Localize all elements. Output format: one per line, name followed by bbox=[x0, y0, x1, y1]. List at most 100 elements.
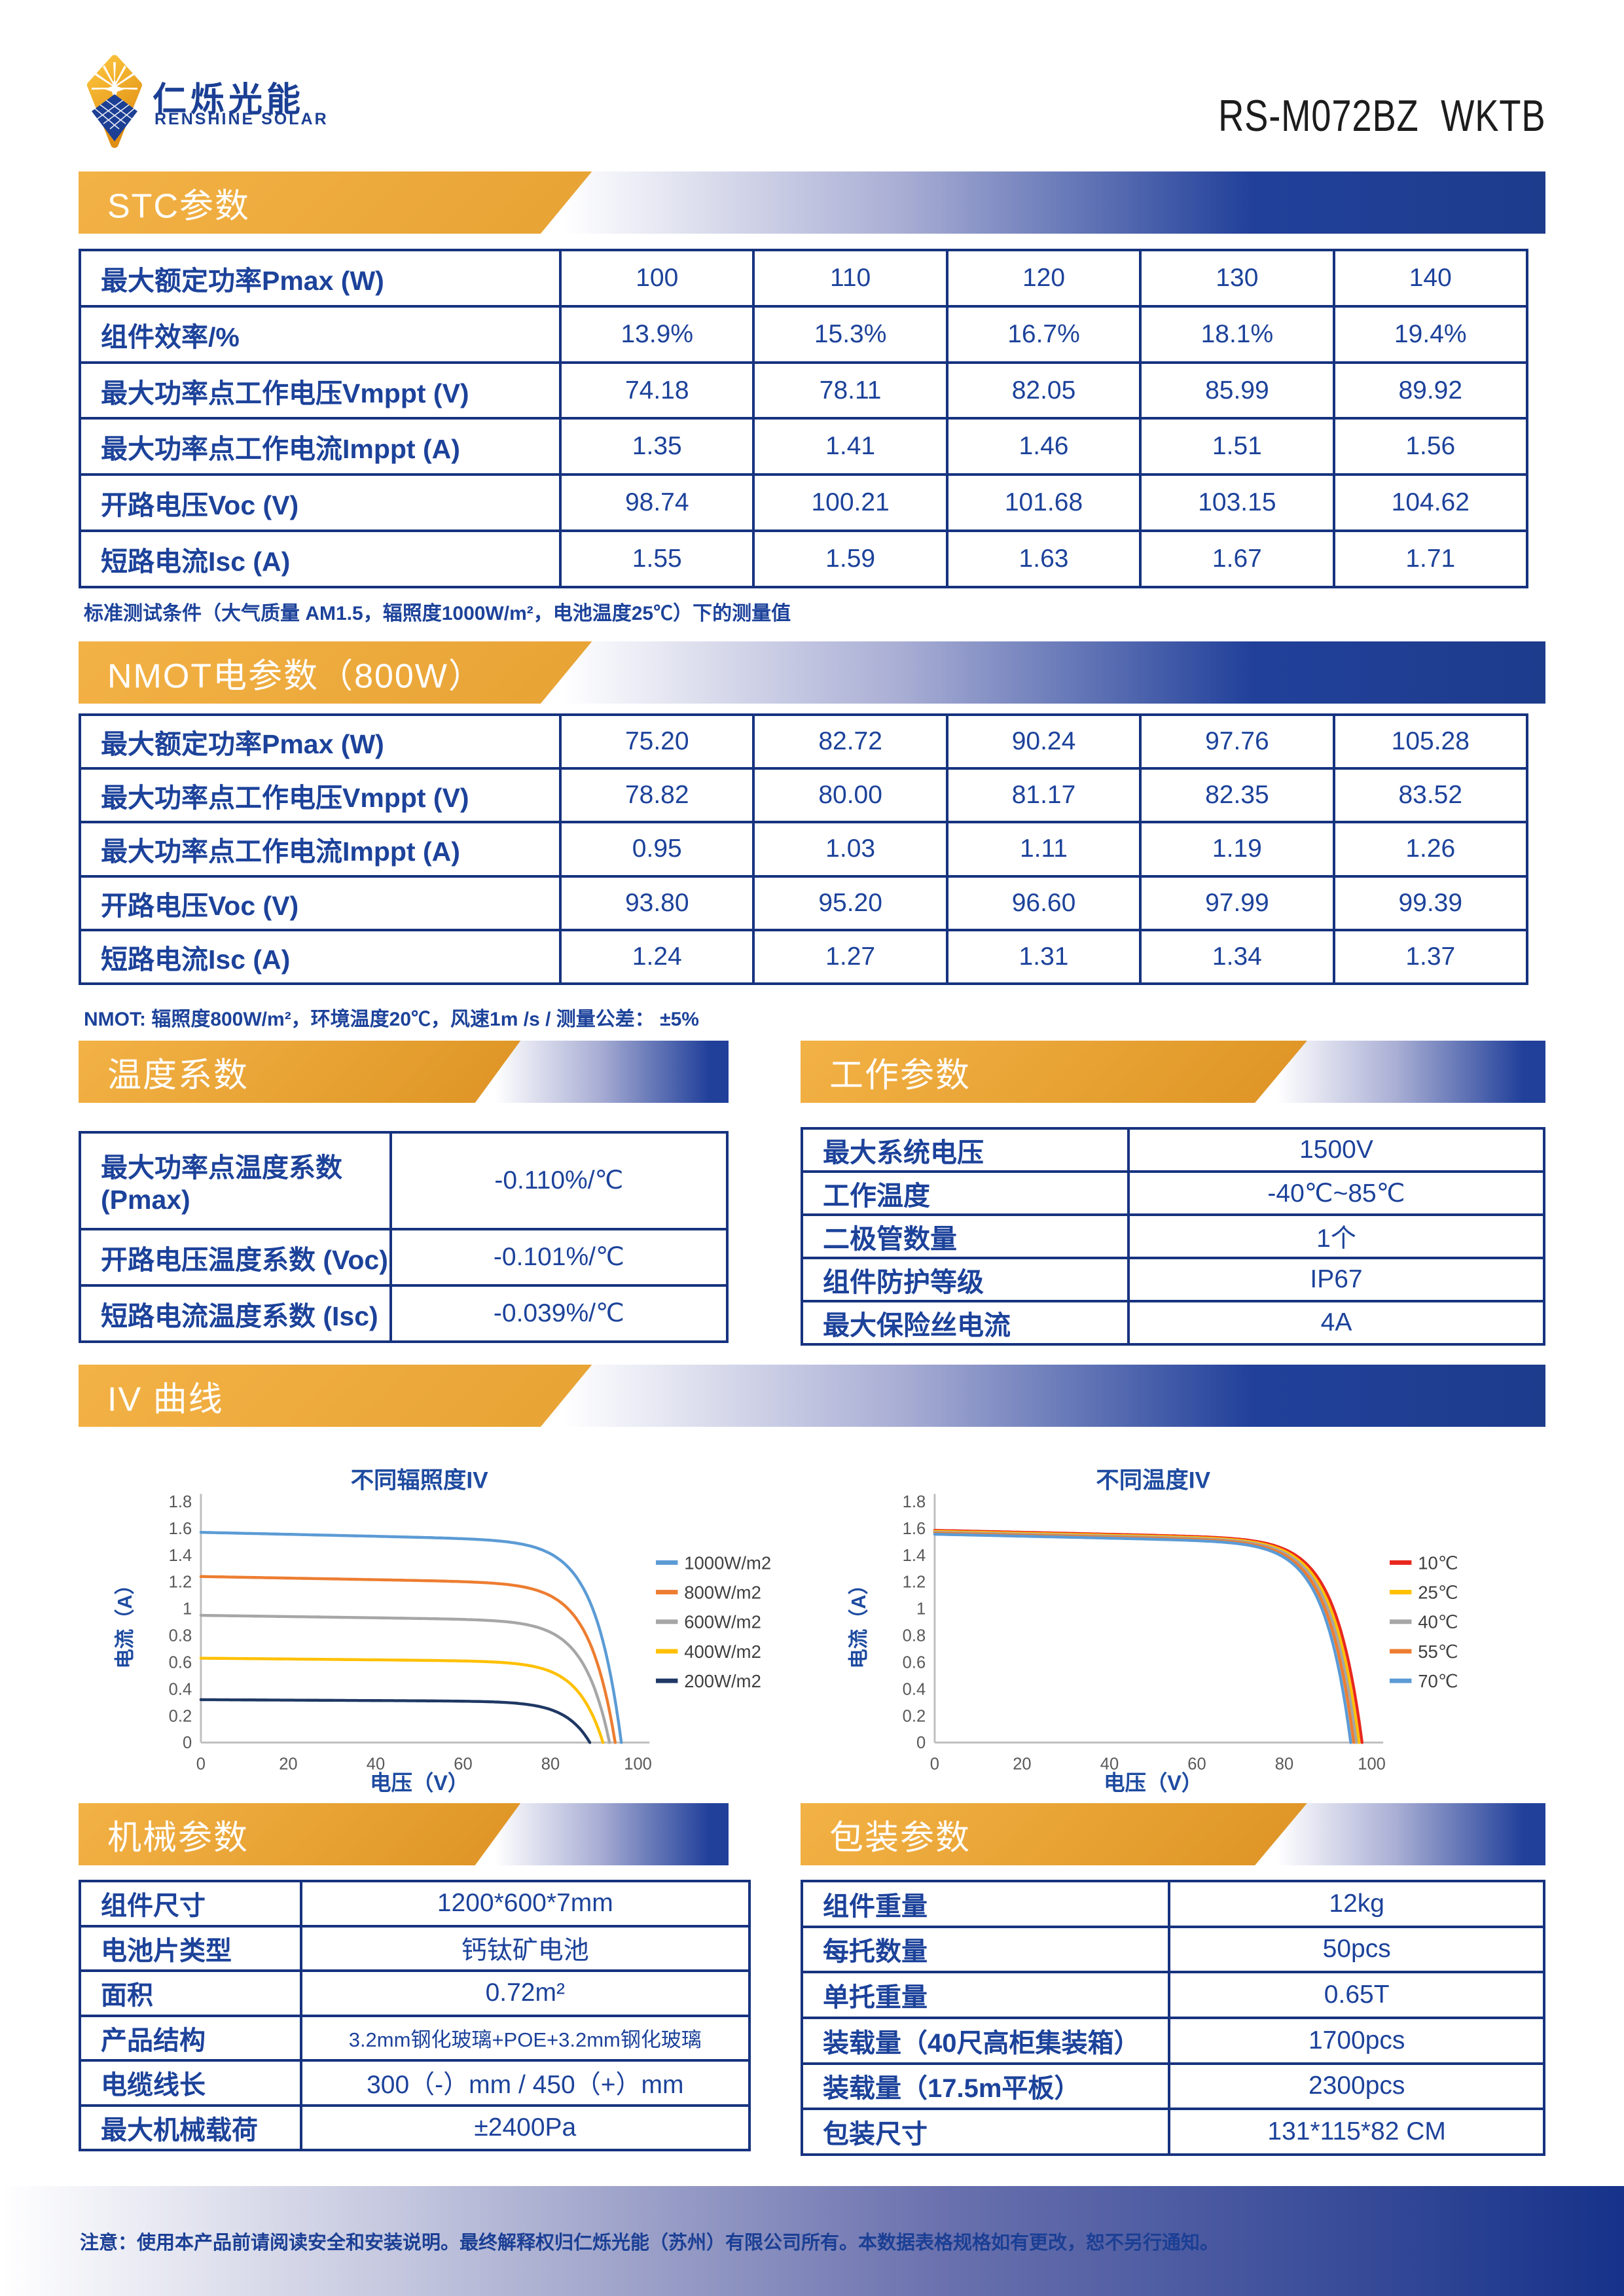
temperature-coefficients-table: 最大功率点温度系数 (Pmax) -0.110%/℃ 开路电压温度系数 (Voc) -… bbox=[79, 1131, 729, 1344]
table-row: 组件效率/% 13.9% 15.3% 16.7% 18.1% 19.4% bbox=[78, 304, 1529, 364]
row-value: -0.101%/℃ bbox=[389, 1227, 729, 1287]
row-value: 0.95 bbox=[559, 821, 755, 878]
row-label: 产品结构 bbox=[79, 2014, 302, 2062]
table-row: 最大功率点温度系数 (Pmax) -0.110%/℃ bbox=[79, 1131, 729, 1230]
chart-text: 40℃ bbox=[1418, 1612, 1458, 1632]
row-value: 3.2mm钢化玻璃+POE+3.2mm钢化玻璃 bbox=[299, 2014, 751, 2062]
row-label: 开路电压Voc (V) bbox=[78, 874, 562, 931]
table-row: 最大额定功率Pmax (W) 100 110 120 130 140 bbox=[78, 249, 1529, 308]
chart-text: 0.4 bbox=[903, 1680, 926, 1698]
chart-text: 800W/m2 bbox=[684, 1582, 761, 1602]
chart-text: 1.8 bbox=[903, 1493, 926, 1511]
chart-text: 40 bbox=[1100, 1755, 1119, 1774]
row-value: 96.60 bbox=[945, 874, 1142, 931]
table-row: 开路电压Voc (V) 93.80 95.20 96.60 97.99 99.39 bbox=[78, 874, 1529, 931]
row-value: IP67 bbox=[1127, 1257, 1546, 1302]
chart-text: 1.2 bbox=[903, 1573, 926, 1592]
row-value: 105.28 bbox=[1332, 713, 1529, 770]
table-row: 最大系统电压 1500V bbox=[801, 1127, 1546, 1173]
row-value: 1.26 bbox=[1332, 821, 1529, 878]
chart-text: 电压（V） bbox=[1104, 1771, 1202, 1795]
table-row: 二极管数量 1个 bbox=[801, 1213, 1546, 1259]
row-value: 1.34 bbox=[1139, 928, 1335, 986]
row-value: 钙钛矿电池 bbox=[299, 1924, 751, 1972]
chart-text: 200W/m2 bbox=[684, 1671, 761, 1691]
row-label: 电缆线长 bbox=[79, 2059, 302, 2107]
chart-text: 80 bbox=[541, 1755, 560, 1774]
banner-orange-shape: 机械参数 bbox=[79, 1803, 521, 1865]
chart-text: 1000W/m2 bbox=[684, 1552, 771, 1573]
section-title-temp: 温度系数 bbox=[107, 1056, 249, 1094]
chart-text: 0 bbox=[930, 1755, 939, 1774]
chart-text: 1.6 bbox=[903, 1520, 926, 1538]
banner-orange-shape: 工作参数 bbox=[801, 1041, 1307, 1103]
table-row: 开路电压Voc (V) 98.74 100.21 101.68 103.15 104.62 bbox=[78, 473, 1529, 533]
table-row: 电缆线长 300（-）mm / 450（+）mm bbox=[79, 2059, 751, 2107]
section-title-pack: 包装参数 bbox=[829, 1819, 971, 1857]
table-row: 组件尺寸 1200*600*7mm bbox=[79, 1880, 751, 1928]
row-value: 0.72m² bbox=[299, 1969, 751, 2017]
row-value: 18.1% bbox=[1139, 304, 1335, 364]
row-value: 74.18 bbox=[559, 361, 755, 420]
table-row: 最大功率点工作电流Imppt (A) 0.95 1.03 1.11 1.19 1.26 bbox=[78, 821, 1529, 878]
row-value: -0.110%/℃ bbox=[389, 1131, 729, 1230]
iv-curve bbox=[199, 1575, 617, 1744]
row-value: 97.99 bbox=[1139, 874, 1335, 931]
row-label: 短路电流温度系数 (Isc) bbox=[79, 1283, 392, 1344]
logo-panel bbox=[92, 94, 137, 141]
chart-text: 1 bbox=[916, 1600, 926, 1619]
row-value: 82.35 bbox=[1139, 767, 1335, 824]
product-model-title: RS-M072BZ WKTB bbox=[1218, 91, 1545, 141]
row-value: 1.56 bbox=[1332, 417, 1529, 476]
table-row: 最大机械载荷 ±2400Pa bbox=[79, 2104, 751, 2151]
section-banner-stc: STC参数 bbox=[79, 171, 1545, 234]
row-value: 16.7% bbox=[945, 304, 1142, 364]
row-label: 组件防护等级 bbox=[801, 1257, 1130, 1302]
chart-text: 80 bbox=[1275, 1755, 1293, 1774]
row-value: 78.82 bbox=[559, 767, 755, 824]
row-label: 电池片类型 bbox=[79, 1924, 302, 1972]
banner-orange-shape: IV 曲线 bbox=[79, 1365, 592, 1427]
row-value: 81.17 bbox=[945, 767, 1142, 824]
row-value: 85.99 bbox=[1139, 361, 1335, 420]
banner-orange-shape: 包装参数 bbox=[801, 1803, 1307, 1865]
table-row: 每托数量 50pcs bbox=[800, 1925, 1545, 1974]
iv-temperature-chart: 0 0.2 0.4 0.6 0.8 1 1.2 1.4 1.6 1.8 0 20 40 60 80 100 10… bbox=[825, 1466, 1532, 1797]
chart-text: 25℃ bbox=[1418, 1582, 1458, 1602]
row-value: 1.37 bbox=[1332, 928, 1529, 986]
row-value: 75.20 bbox=[559, 713, 755, 770]
row-label: 最大功率点工作电压Vmppt (V) bbox=[78, 767, 562, 824]
section-title-stc: STC参数 bbox=[107, 187, 251, 225]
row-label: 短路电流Isc (A) bbox=[78, 928, 562, 986]
banner-orange-shape: NMOT电参数（800W） bbox=[79, 641, 592, 704]
row-value: 0.65T bbox=[1168, 1971, 1545, 2019]
row-label: 最大保险丝电流 bbox=[801, 1300, 1130, 1346]
row-value: 104.62 bbox=[1332, 473, 1529, 533]
row-value: 98.74 bbox=[559, 473, 755, 533]
table-row: 电池片类型 钙钛矿电池 bbox=[79, 1924, 751, 1972]
row-value: 82.72 bbox=[752, 713, 948, 770]
row-label: 组件重量 bbox=[800, 1880, 1171, 1928]
row-label: 包装尺寸 bbox=[800, 2108, 1171, 2156]
row-label: 短路电流Isc (A) bbox=[78, 529, 562, 588]
banner-orange-shape: 温度系数 bbox=[79, 1041, 521, 1103]
section-title-work: 工作参数 bbox=[829, 1056, 971, 1094]
row-value: 2300pcs bbox=[1168, 2062, 1545, 2111]
row-value: 110 bbox=[752, 249, 948, 308]
row-value: 140 bbox=[1332, 249, 1529, 308]
mechanical-parameters-table: 组件尺寸 1200*600*7mm 电池片类型 钙钛矿电池 面积 0.72m² 产品结构 3.… bbox=[79, 1880, 751, 2151]
section-banner-nmot: NMOT电参数（800W） bbox=[79, 641, 1545, 704]
chart-text: 60 bbox=[454, 1755, 472, 1774]
chart-text: 1.6 bbox=[169, 1520, 192, 1538]
chart-text: 400W/m2 bbox=[684, 1641, 761, 1662]
chart-text: 600W/m2 bbox=[684, 1612, 761, 1632]
table-row: 最大保险丝电流 4A bbox=[801, 1300, 1546, 1346]
row-label: 最大额定功率Pmax (W) bbox=[78, 713, 562, 770]
section-banner-mech: 机械参数 bbox=[79, 1803, 729, 1865]
nmot-note: NMOT: 辐照度800W/m²，环境温度20℃，风速1m /s / 测量公差：… bbox=[84, 1009, 699, 1030]
row-label: 开路电压温度系数 (Voc) bbox=[79, 1227, 392, 1287]
chart-text: 0 bbox=[196, 1755, 206, 1774]
brand-name-en: RENSHINE SOLAR bbox=[154, 110, 329, 128]
row-value: 89.92 bbox=[1332, 361, 1529, 420]
row-value: 1500V bbox=[1127, 1127, 1546, 1173]
